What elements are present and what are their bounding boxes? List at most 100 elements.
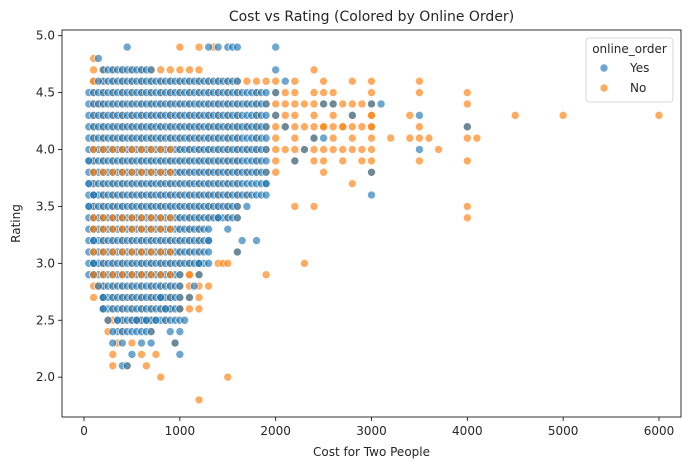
scatter-point-no [108,361,118,371]
scatter-point-no [367,88,376,97]
scatter-point-yes [84,202,94,211]
scatter-point-yes [118,338,127,348]
scatter-point-yes [233,247,242,257]
scatter-point-no [338,122,348,132]
scatter-point-no [328,145,338,154]
scatter-point-yes [233,213,242,223]
scatter-point-no [328,122,338,132]
scatter-point-yes [261,156,271,166]
scatter-point-no [367,156,376,166]
scatter-point-no [137,145,146,154]
scatter-point-yes [94,76,103,86]
scatter-point-no [319,167,328,177]
legend-marker-yes [599,63,609,73]
scatter-point-yes [376,99,386,109]
scatter-point-no [137,167,146,177]
scatter-point-yes [165,327,175,336]
scatter-point-no [261,76,271,86]
scatter-point-no [367,145,376,154]
scatter-point-no [328,133,338,143]
y-tick-label: 3.0 [36,256,55,270]
scatter-point-no [127,338,137,348]
scatter-point-no [242,76,252,86]
scatter-point-no [309,202,319,211]
scatter-point-no [367,111,376,120]
scatter-point-yes [319,133,328,143]
scatter-point-no [290,76,300,86]
scatter-point-no [463,99,472,109]
scatter-point-no [127,247,137,257]
scatter-point-no [127,224,137,234]
scatter-point-no [338,145,348,154]
scatter-point-yes [122,361,132,371]
scatter-point-yes [271,65,280,75]
scatter-point-no [271,76,280,86]
scatter-point-no [165,213,175,223]
scatter-point-no [89,270,98,280]
scatter-point-yes [156,293,165,302]
scatter-point-no [98,224,108,234]
scatter-point-yes [108,327,118,336]
scatter-point-yes [271,42,280,52]
scatter-point-yes [348,111,357,120]
scatter-point-yes [142,315,151,325]
scatter-point-no [175,42,185,52]
scatter-point-no [328,88,338,97]
scatter-point-no [165,145,175,154]
scatter-point-yes [367,190,376,200]
scatter-point-yes [300,145,309,154]
scatter-point-no [348,145,357,154]
scatter-point-yes [261,190,271,200]
scatter-point-no [434,145,443,154]
scatter-point-no [89,65,98,75]
scatter-point-no [290,99,300,109]
scatter-point-no [156,224,165,234]
scatter-point-yes [194,259,204,268]
scatter-point-no [319,122,328,132]
scatter-point-yes [233,76,242,86]
scatter-point-no [185,65,194,75]
scatter-point-no [328,111,338,120]
scatter-point-no [89,167,98,177]
scatter-point-no [146,270,156,280]
scatter-point-yes [280,122,290,132]
scatter-point-no [98,145,108,154]
scatter-point-yes [204,42,213,52]
legend: online_order Yes No [585,37,674,103]
scatter-point-yes [213,213,223,223]
scatter-point-no [137,350,146,359]
scatter-point-yes [146,327,156,336]
scatter-point-yes [175,281,185,291]
scatter-point-yes [94,54,103,63]
scatter-point-no [271,133,280,143]
scatter-point-yes [127,350,137,359]
scatter-point-yes [367,167,376,177]
scatter-point-no [463,88,472,97]
scatter-point-yes [170,338,180,348]
scatter-point-no [290,111,300,120]
scatter-point-no [415,133,424,143]
scatter-point-no [319,145,328,154]
legend-label-no: No [630,81,646,95]
scatter-point-no [98,270,108,280]
scatter-point-no [463,133,472,143]
scatter-point-no [194,42,204,52]
scatter-point-no [127,145,137,154]
scatter-point-no [146,247,156,257]
scatter-point-no [185,270,194,280]
scatter-point-no [89,213,98,223]
scatter-point-yes [146,65,156,75]
scatter-point-no [137,270,146,280]
scatter-point-no [271,156,280,166]
scatter-point-no [319,156,328,166]
scatter-point-yes [242,202,252,211]
scatter-point-no [348,99,357,109]
chart-title: Cost vs Rating (Colored by Online Order) [229,9,514,25]
scatter-point-no [185,304,194,314]
scatter-point-yes [261,111,271,120]
scatter-point-yes [237,236,247,245]
scatter-point-no [223,259,233,268]
scatter-point-yes [223,224,233,234]
scatter-point-no [300,122,309,132]
scatter-point-yes [233,42,242,52]
